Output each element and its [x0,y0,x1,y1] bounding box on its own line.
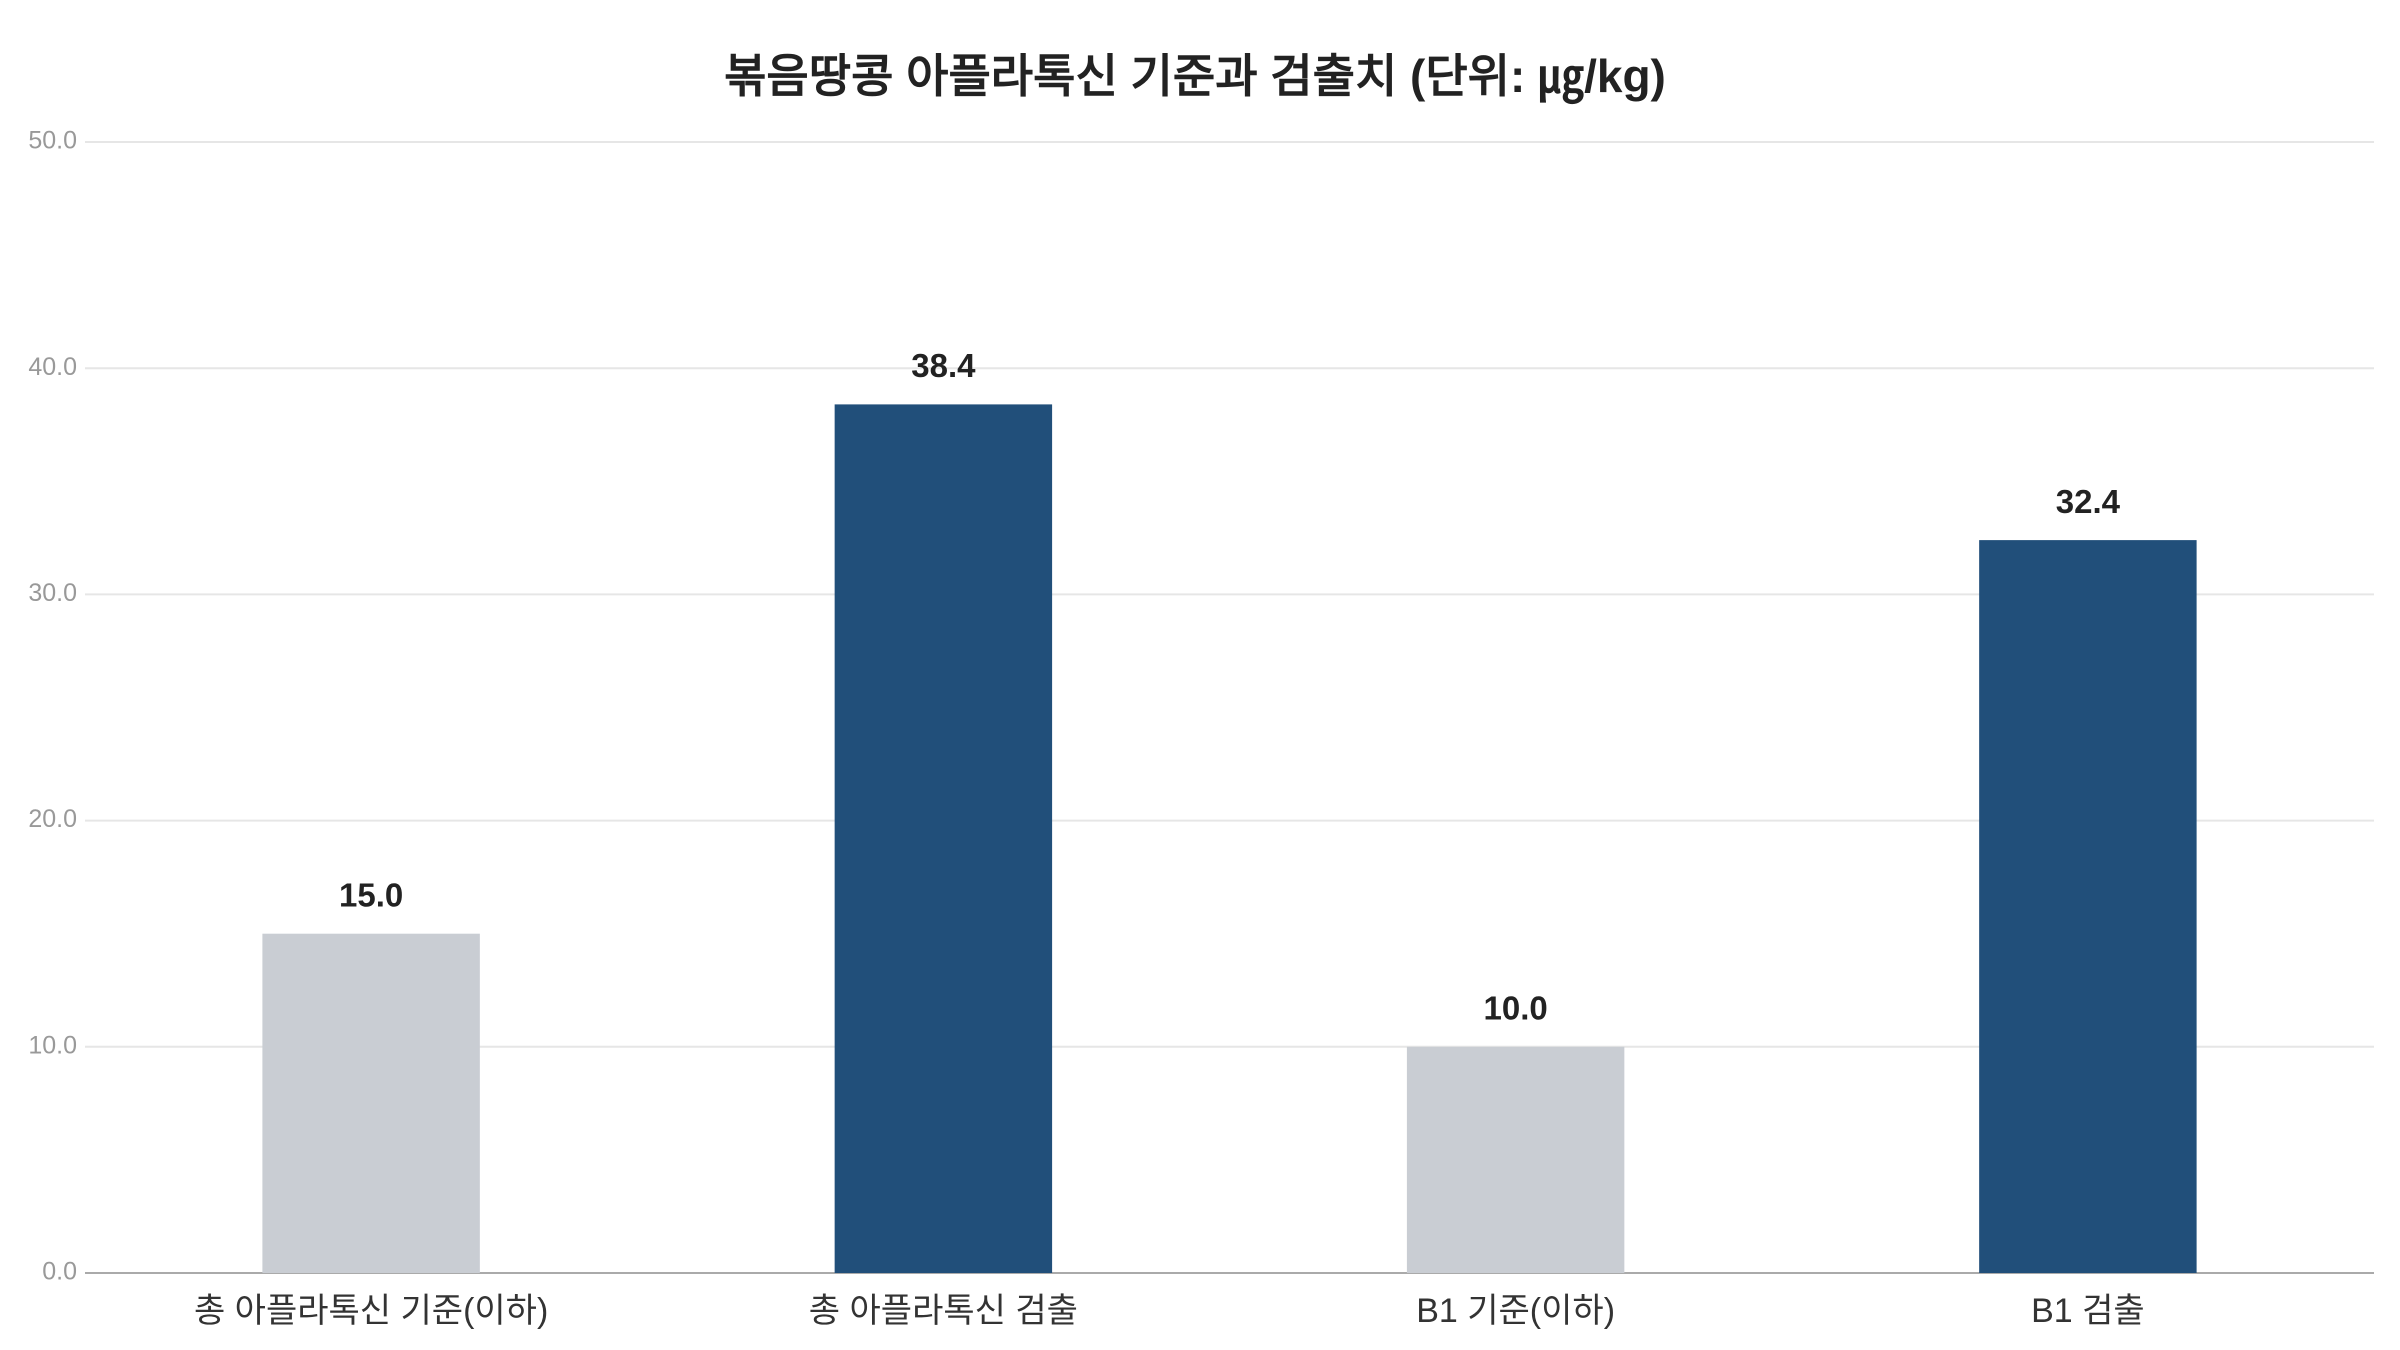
bar [1979,540,2197,1273]
value-label: 10.0 [1484,990,1548,1027]
value-label: 15.0 [339,876,403,913]
y-tick-label: 0.0 [42,1258,77,1286]
x-tick-label: B1 기준(이하) [1416,1292,1615,1330]
y-tick-label: 20.0 [28,805,77,833]
bar [834,404,1053,1274]
y-tick-label: 10.0 [28,1031,77,1059]
y-tick-label: 50.0 [28,127,77,155]
y-tick-label: 30.0 [28,579,77,607]
x-tick-label: B1 검출 [2031,1292,2145,1330]
y-tick-label: 40.0 [28,353,77,381]
bar [262,933,480,1273]
x-tick-label: 총 아플라톡신 기준(이하) [194,1292,548,1330]
value-label: 38.4 [911,347,976,384]
chart-title: 볶음땅콩 아플라톡신 기준과 검출치 (단위: ㎍/kg) [724,50,1666,105]
bar [1406,1046,1625,1273]
value-label: 32.4 [2056,483,2121,520]
x-tick-label: 총 아플라톡신 검출 [809,1292,1078,1330]
